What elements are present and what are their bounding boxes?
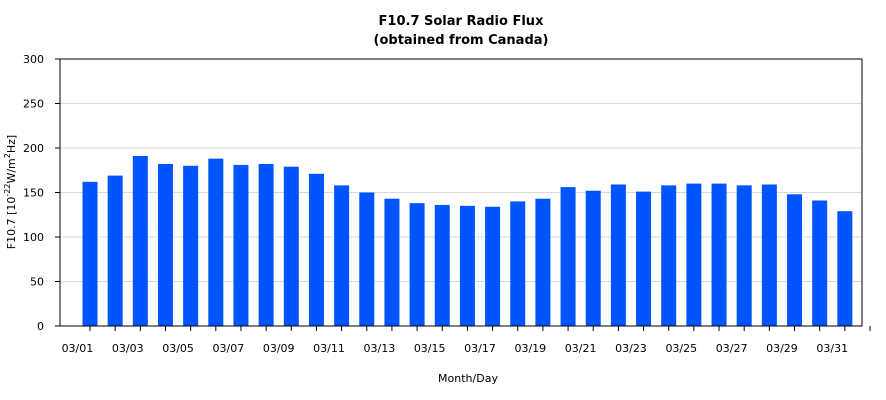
bar bbox=[636, 191, 652, 326]
x-tick-label: 03/09 bbox=[263, 342, 295, 355]
bar bbox=[711, 183, 727, 326]
x-axis: 03/01 03/03 03/05 03/07 03/09 03/11 03/13 03/15… bbox=[62, 326, 871, 355]
bar bbox=[761, 184, 777, 326]
bar bbox=[686, 183, 702, 326]
bar bbox=[208, 158, 224, 326]
bar bbox=[661, 185, 677, 326]
x-tick-label: 03/03 bbox=[112, 342, 144, 355]
bar bbox=[837, 211, 853, 326]
bar bbox=[510, 201, 526, 326]
bar bbox=[535, 198, 551, 326]
bar bbox=[409, 203, 425, 326]
x-tick-label: 03/29 bbox=[766, 342, 798, 355]
bar bbox=[334, 185, 350, 326]
x-tick-label: 03/13 bbox=[364, 342, 396, 355]
x-tick-label: 03/07 bbox=[213, 342, 245, 355]
bar bbox=[258, 164, 274, 326]
y-tick-label: 300 bbox=[23, 53, 44, 66]
y-tick-label: 150 bbox=[23, 187, 44, 200]
chart-subtitle: (obtained from Canada) bbox=[374, 33, 549, 48]
x-tick-label: 03/15 bbox=[414, 342, 446, 355]
x-axis-label: Month/Day bbox=[438, 372, 498, 385]
x-tick-label: 03/27 bbox=[716, 342, 748, 355]
x-tick-label: 03/11 bbox=[313, 342, 345, 355]
bar bbox=[787, 194, 803, 326]
x-tick-label: 03/21 bbox=[565, 342, 597, 355]
y-axis-label-main: F10.7 [10 bbox=[5, 197, 18, 250]
bar bbox=[485, 206, 501, 326]
bar bbox=[183, 165, 199, 326]
y-tick-label: 50 bbox=[30, 276, 44, 289]
bar bbox=[233, 164, 249, 326]
bar bbox=[308, 173, 324, 326]
x-tick-label: 03/31 bbox=[816, 342, 848, 355]
y-tick-label: 0 bbox=[37, 320, 44, 333]
y-axis-label: F10.7 [10-22W/m2Hz] bbox=[3, 135, 18, 249]
y-tick-label: 200 bbox=[23, 142, 44, 155]
x-tick-label: 03/05 bbox=[162, 342, 194, 355]
x-tick-label: 03/19 bbox=[514, 342, 546, 355]
x-tick-label: 03/17 bbox=[464, 342, 496, 355]
y-axis-label-exp1: -22 bbox=[3, 184, 12, 197]
x-tick-label: 03/01 bbox=[62, 342, 94, 355]
chart-title: F10.7 Solar Radio Flux bbox=[379, 14, 545, 29]
x-tick-label: 03/25 bbox=[665, 342, 697, 355]
y-axis: 0 50 100 150 200 250 300 bbox=[23, 53, 60, 333]
y-axis-label-mid: W/m bbox=[5, 158, 18, 183]
bars bbox=[82, 156, 853, 326]
bar bbox=[585, 190, 601, 326]
bar bbox=[610, 184, 626, 326]
bar bbox=[107, 175, 123, 326]
x-tick-label: 03/23 bbox=[615, 342, 647, 355]
bar bbox=[132, 156, 148, 326]
y-axis-label-end: Hz] bbox=[5, 135, 18, 153]
bar bbox=[82, 181, 98, 326]
bar bbox=[560, 187, 576, 326]
plot-frame bbox=[59, 58, 863, 327]
bar bbox=[812, 200, 828, 326]
y-axis-label-exp2: 2 bbox=[3, 153, 12, 158]
bar bbox=[384, 198, 400, 326]
bar bbox=[434, 204, 450, 326]
bar bbox=[736, 185, 752, 326]
bar bbox=[459, 205, 475, 326]
y-tick-label: 100 bbox=[23, 231, 44, 244]
bar bbox=[359, 192, 375, 326]
y-tick-label: 250 bbox=[23, 98, 44, 111]
bar bbox=[157, 164, 173, 326]
bar bbox=[283, 166, 299, 326]
